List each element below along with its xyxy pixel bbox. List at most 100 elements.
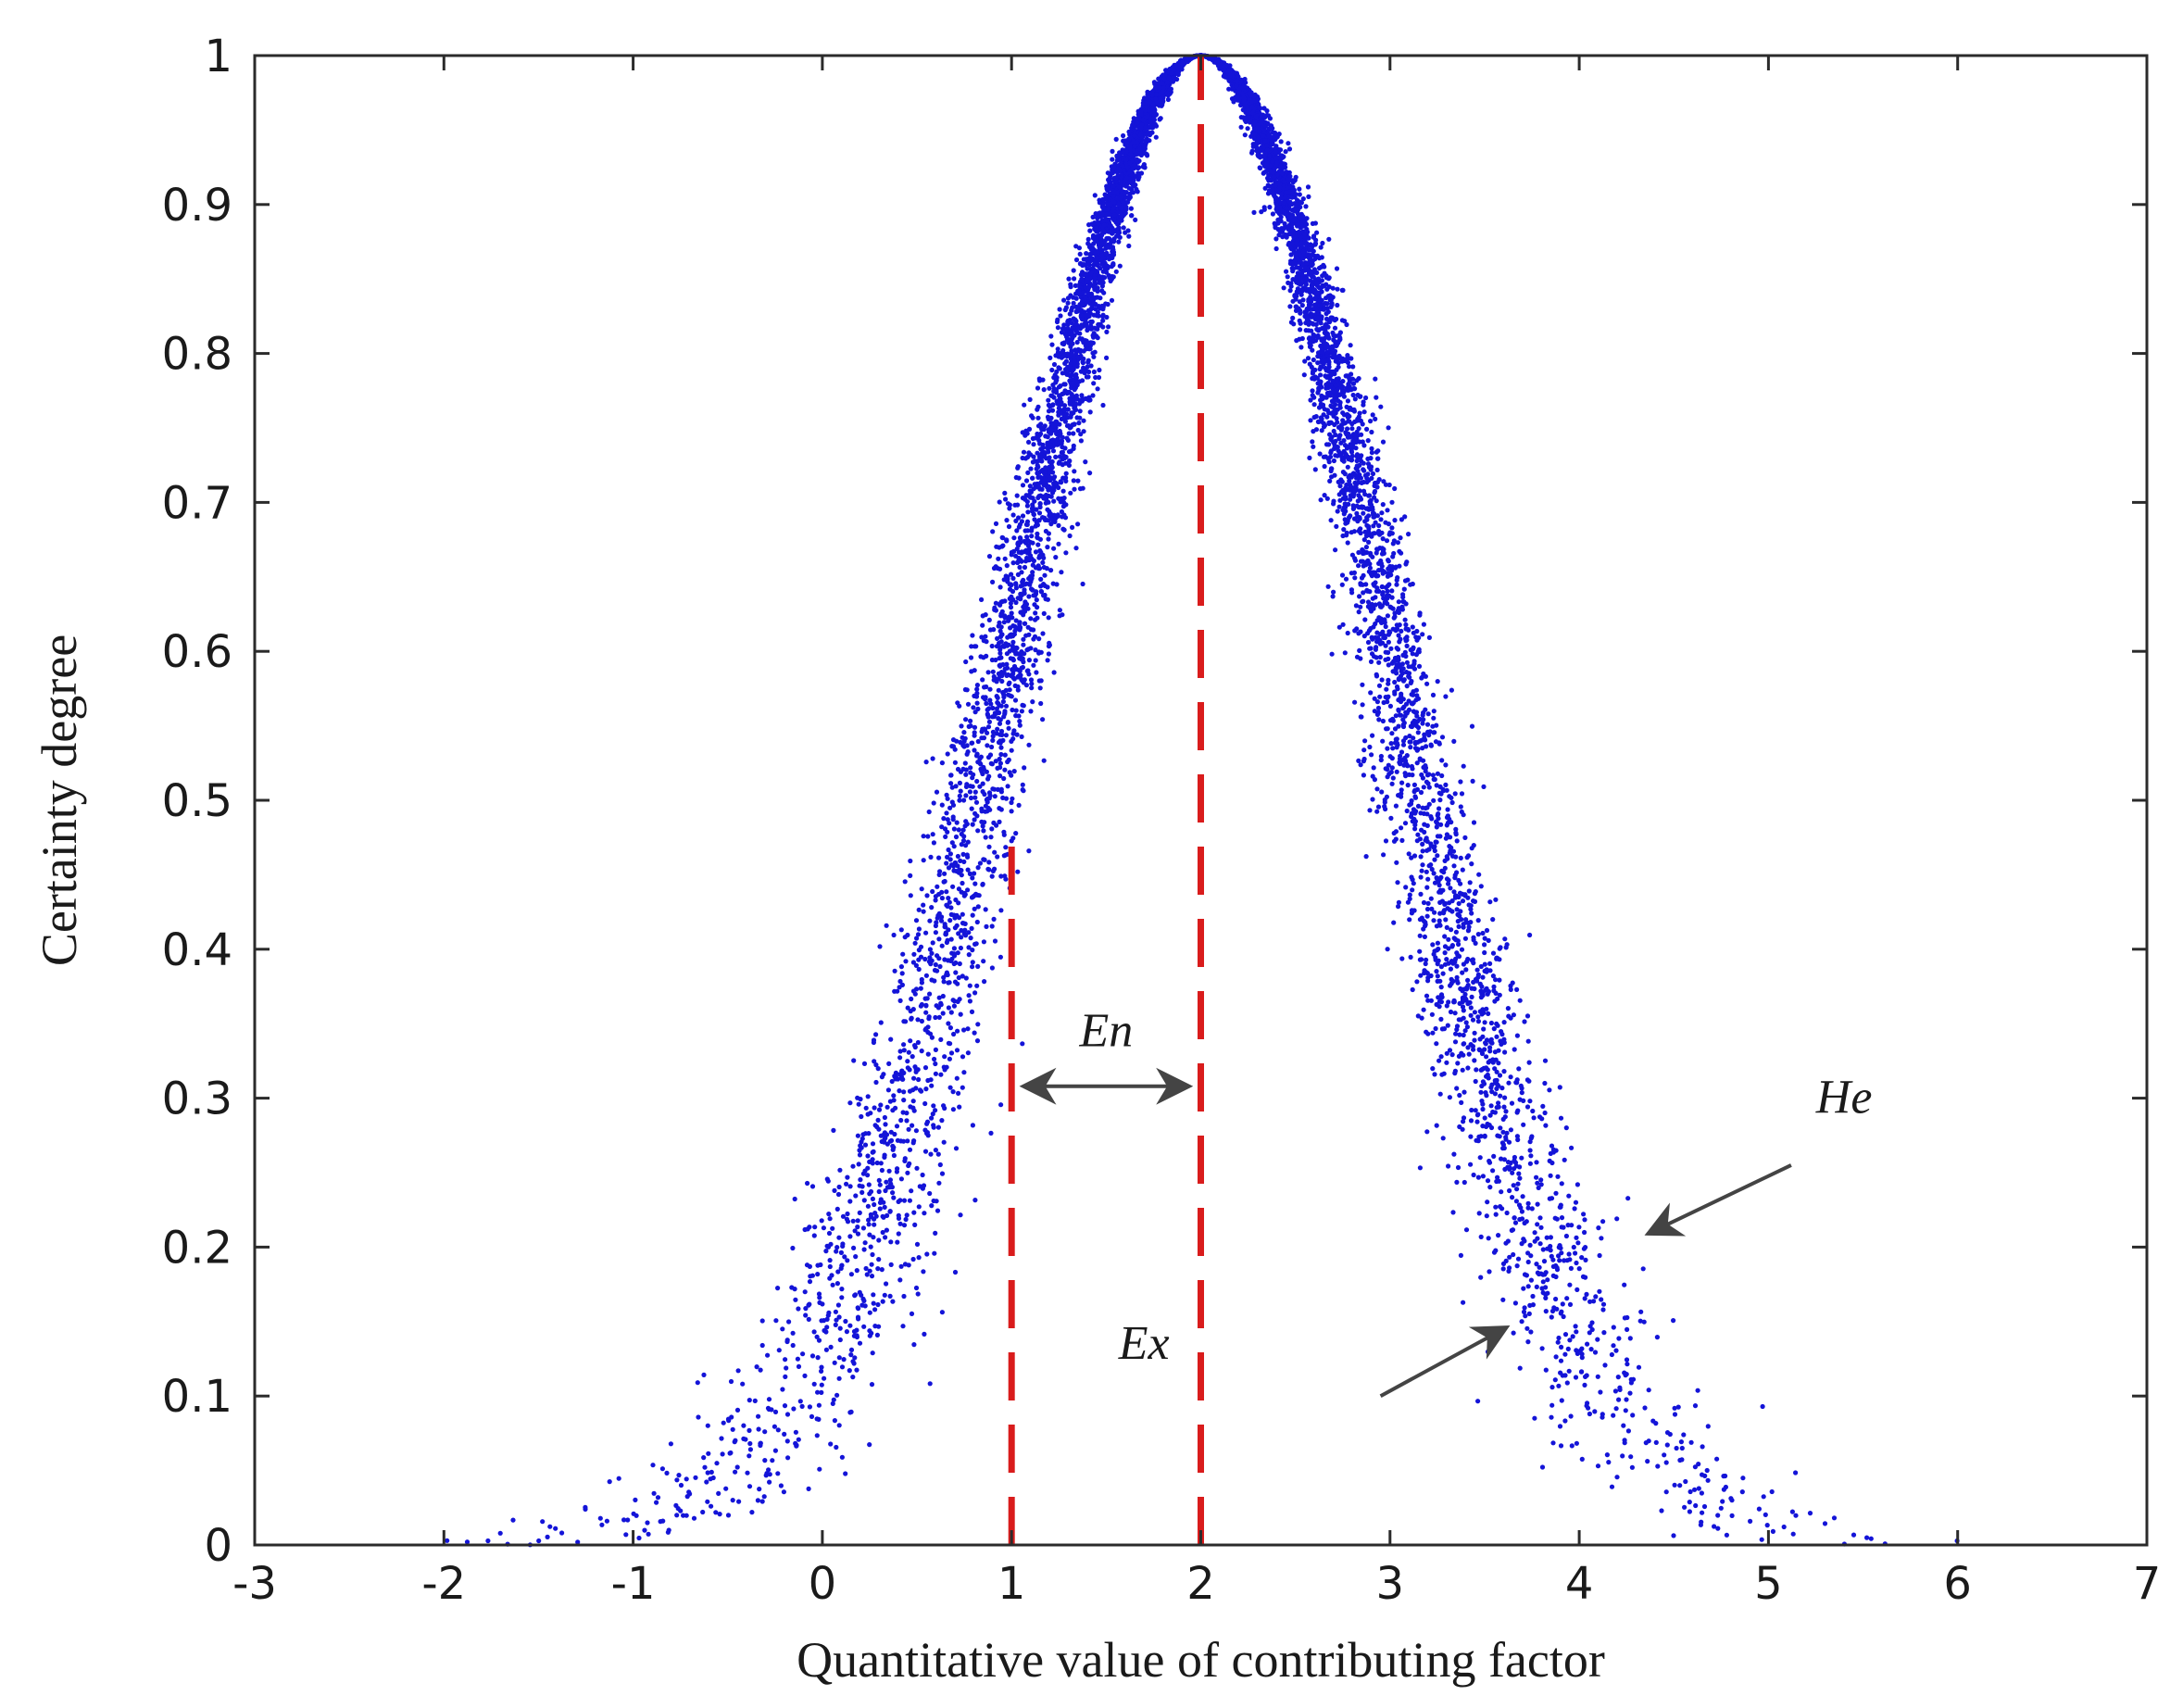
cloud-drop-point [1574,1260,1579,1266]
cloud-drop-point [1327,432,1333,437]
cloud-drop-point [898,1176,905,1182]
cloud-drop-point [1573,1250,1578,1256]
cloud-drop-point [1458,804,1463,810]
cloud-drop-point [1452,1039,1459,1045]
cloud-drop-point [909,1311,915,1316]
cloud-drop-point [879,1267,884,1273]
cloud-drop-point [1573,1199,1579,1205]
cloud-drop-point [1692,1487,1698,1492]
cloud-drop-point [1404,643,1410,649]
cloud-drop-point [702,1464,708,1470]
cloud-drop-point [1135,170,1141,176]
cloud-drop-point [999,534,1005,541]
cloud-drop-point [1286,146,1293,152]
cloud-drop-point [735,1368,741,1374]
cloud-drop-point [1071,300,1076,306]
cloud-drop-point [1705,1424,1711,1429]
cloud-drop-point [1463,967,1469,973]
cloud-drop-point [1478,884,1484,889]
cloud-drop-point [815,1272,821,1277]
cloud-drop-point [1439,1072,1445,1077]
cloud-drop-point [1426,634,1432,641]
cloud-drop-point [1033,617,1038,622]
cloud-drop-point [1267,205,1273,210]
cloud-drop-point [958,1011,963,1017]
cloud-drop-point [947,821,952,826]
cloud-drop-point [1051,498,1057,504]
cloud-drop-point [1048,333,1054,339]
cloud-drop-point [993,657,998,663]
cloud-drop-point [916,907,922,912]
cloud-drop-point [944,889,949,895]
cloud-drop-point [1104,355,1110,360]
cloud-drop-point [1040,377,1046,383]
cloud-drop-point [814,1433,820,1438]
cloud-drop-point [1066,431,1072,436]
cloud-drop-point [723,1486,729,1491]
cloud-drop-point [1022,564,1028,571]
cloud-drop-point [982,791,987,797]
cloud-drop-point [1486,937,1491,944]
cloud-drop-point [863,1265,869,1272]
cloud-drop-point [1500,1116,1506,1122]
cloud-drop-point [1598,1389,1603,1395]
cloud-drop-point [845,1258,850,1263]
cloud-drop-point [923,1002,929,1008]
cloud-drop-point [1555,1339,1561,1345]
cloud-drop-point [780,1326,785,1332]
cloud-drop-point [1350,392,1356,398]
cloud-drop-point [1564,1380,1570,1386]
cloud-drop-point [895,1137,901,1143]
cloud-drop-point [911,1210,917,1215]
cloud-drop-point [1601,1330,1607,1336]
cloud-drop-point [1559,1224,1564,1230]
cloud-drop-point [950,998,956,1003]
cloud-drop-point [1417,1165,1423,1171]
cloud-drop-point [1287,304,1293,309]
cloud-drop-point [972,1198,978,1203]
cloud-drop-point [1506,1139,1512,1145]
cloud-drop-point [1438,985,1444,990]
cloud-drop-point [900,951,906,957]
cloud-drop-point [1004,651,1010,657]
cloud-drop-point [1527,1139,1533,1145]
cloud-drop-point [875,1301,881,1308]
cloud-drop-point [1508,1074,1513,1080]
cloud-drop-point [1637,1318,1643,1324]
cloud-drop-point [806,1316,811,1322]
cloud-drop-point [1522,1305,1527,1311]
cloud-drop-point [1026,426,1033,432]
cloud-drop-point [912,1044,918,1050]
cloud-drop-point [1275,217,1281,222]
cloud-drop-point [784,1412,791,1417]
cloud-drop-point [709,1503,714,1509]
cloud-drop-point [981,857,986,862]
cloud-drop-point [1283,149,1288,155]
cloud-drop-point [877,1206,883,1212]
cloud-drop-point [1023,633,1029,638]
cloud-drop-point [1022,402,1027,408]
cloud-drop-point [875,1117,881,1123]
cloud-drop-point [1438,822,1444,827]
cloud-drop-point [1286,141,1291,146]
cloud-drop-point [1692,1403,1699,1409]
cloud-drop-point [865,1153,871,1159]
cloud-drop-point [1449,898,1455,904]
cloud-drop-point [1485,1178,1491,1184]
cloud-drop-point [944,860,949,866]
cloud-drop-point [857,1210,862,1215]
cloud-drop-point [1135,189,1140,195]
cloud-drop-point [1432,857,1437,862]
cloud-drop-point [1361,772,1366,778]
cloud-drop-point [1430,942,1436,948]
cloud-drop-point [1026,594,1032,599]
cloud-drop-point [802,1226,808,1233]
cloud-drop-point [1370,471,1376,477]
cloud-drop-point [870,1141,876,1147]
cloud-drop-point [1535,1201,1540,1207]
cloud-drop-point [1020,782,1025,787]
cloud-drop-point [837,1167,843,1173]
cloud-drop-point [1466,888,1472,894]
cloud-drop-point [1370,412,1375,418]
cloud-drop-point [796,1363,802,1369]
